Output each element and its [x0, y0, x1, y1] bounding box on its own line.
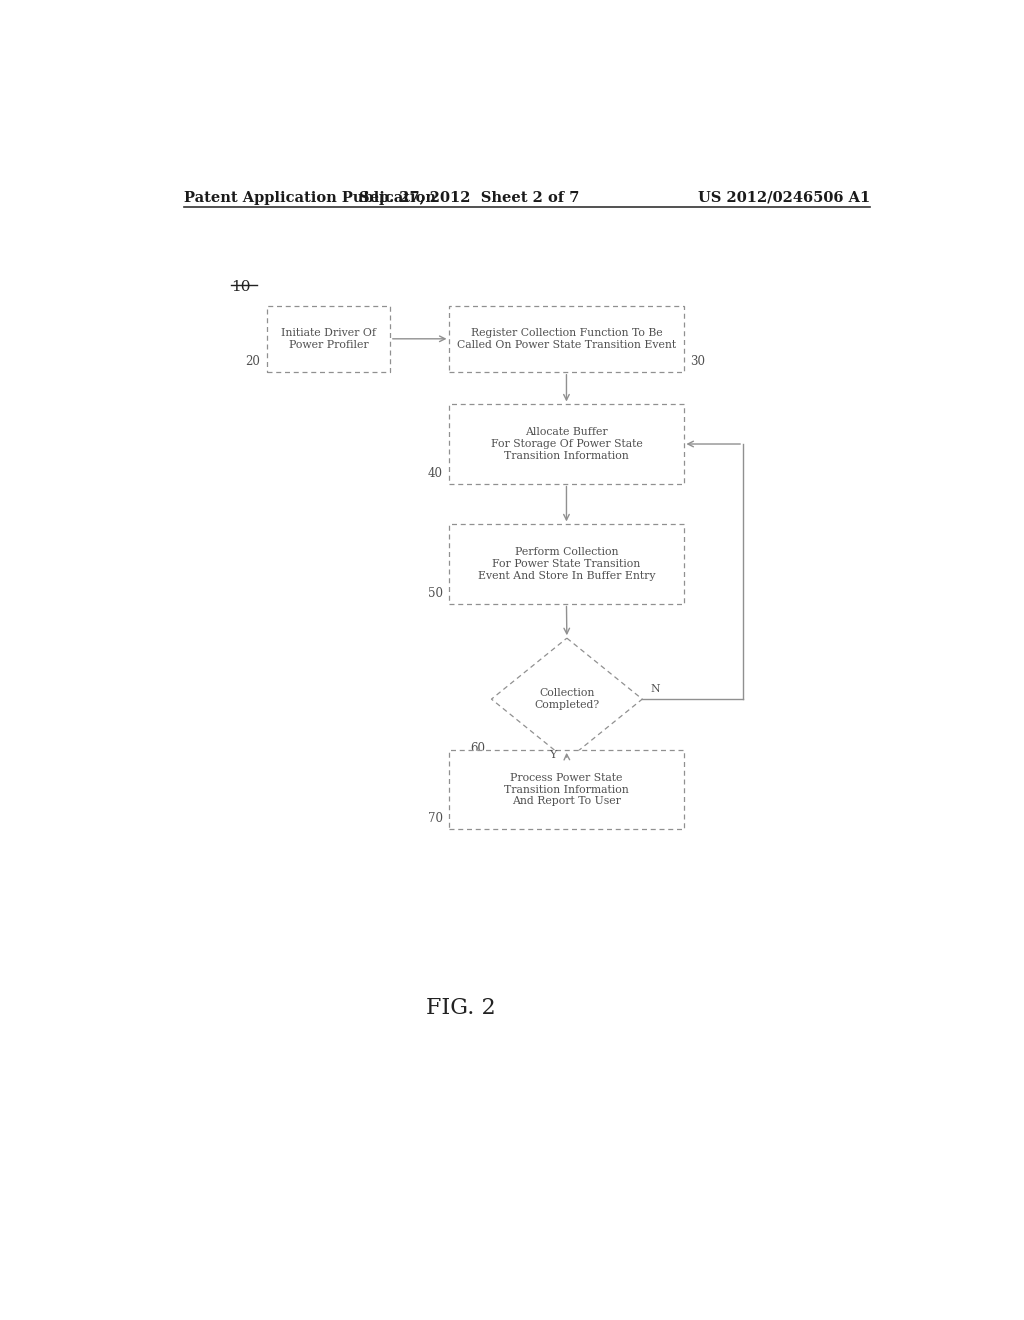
Text: 40: 40 — [428, 466, 443, 479]
Text: N: N — [650, 684, 659, 694]
Text: 60: 60 — [470, 742, 485, 755]
Text: Perform Collection
For Power State Transition
Event And Store In Buffer Entry: Perform Collection For Power State Trans… — [478, 548, 655, 581]
Bar — [267, 306, 390, 372]
Text: 10: 10 — [231, 280, 251, 294]
Text: Y: Y — [549, 750, 557, 760]
Text: Register Collection Function To Be
Called On Power State Transition Event: Register Collection Function To Be Calle… — [457, 327, 676, 350]
Text: FIG. 2: FIG. 2 — [427, 997, 496, 1019]
Text: Initiate Driver Of
Power Profiler: Initiate Driver Of Power Profiler — [281, 327, 376, 350]
Text: 50: 50 — [428, 586, 443, 599]
Text: Collection
Completed?: Collection Completed? — [535, 688, 599, 710]
Text: Patent Application Publication: Patent Application Publication — [183, 191, 435, 205]
Bar — [450, 524, 684, 603]
Polygon shape — [492, 638, 642, 760]
Bar — [450, 750, 684, 829]
Text: 20: 20 — [246, 355, 260, 368]
Text: 30: 30 — [690, 355, 705, 368]
Text: 70: 70 — [428, 812, 443, 825]
Bar — [450, 306, 684, 372]
Bar — [450, 404, 684, 483]
Text: Sep. 27, 2012  Sheet 2 of 7: Sep. 27, 2012 Sheet 2 of 7 — [359, 191, 580, 205]
Text: Allocate Buffer
For Storage Of Power State
Transition Information: Allocate Buffer For Storage Of Power Sta… — [490, 428, 642, 461]
Text: Process Power State
Transition Information
And Report To User: Process Power State Transition Informati… — [504, 774, 629, 807]
Text: US 2012/0246506 A1: US 2012/0246506 A1 — [697, 191, 870, 205]
